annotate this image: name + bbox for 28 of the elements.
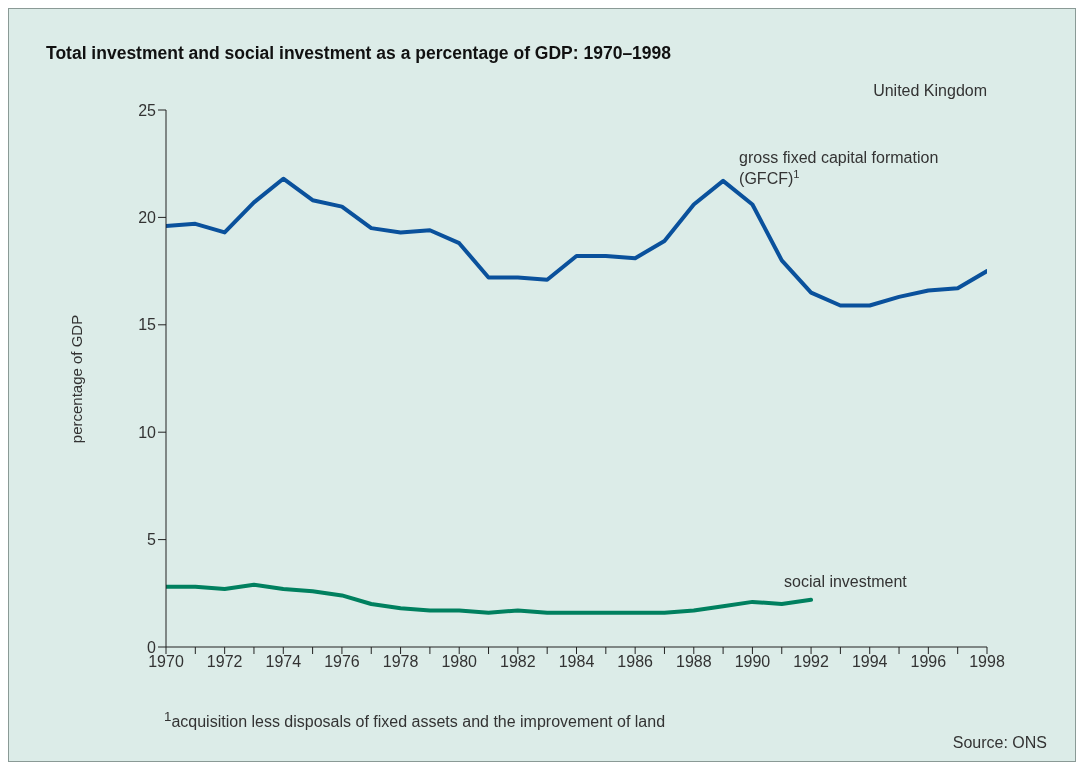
x-tick-label: 1994 (851, 653, 888, 671)
x-tick-label: 1986 (617, 653, 654, 671)
x-tick-label: 1972 (206, 653, 243, 671)
x-tick-label: 1982 (500, 653, 536, 671)
series-label: gross fixed capital formation (GFCF)$^{1}$ (739, 148, 939, 187)
x-tick-label: 1976 (324, 653, 360, 671)
x-tick-label: 1996 (910, 653, 947, 671)
y-tick-label: 0 (147, 638, 157, 656)
x-tick-label: 1990 (734, 653, 771, 671)
chart-title: Total investment and social investment as a percentage of GDP: 1970–1998 (46, 43, 672, 64)
x-tick-label: 1992 (793, 653, 829, 671)
x-tick-label: 1970 (148, 653, 184, 671)
x-tick-label: 1984 (558, 653, 595, 671)
x-tick-label: 1974 (265, 653, 302, 671)
text: $^{1}$acquisition less disposals of fixed assets and the improvement of land (164, 709, 666, 732)
x-tick-label: 1980 (441, 653, 478, 671)
y-tick-label: 15 (138, 316, 157, 334)
x-tick-label: 1998 (969, 653, 1005, 671)
x-tick-label: 1978 (382, 653, 419, 671)
x-tick-label: 1988 (675, 653, 712, 671)
y-tick-label: 25 (138, 101, 157, 119)
y-axis-title: percentage of GDP (67, 314, 85, 444)
y-tick-label: 20 (138, 209, 157, 227)
source-note: Source: ONS (952, 734, 1047, 752)
chart-subtitle: United Kingdom (873, 82, 987, 100)
series-label: social investment (784, 572, 908, 590)
y-tick-label: 10 (138, 423, 157, 441)
y-tick-label: 5 (147, 531, 157, 549)
